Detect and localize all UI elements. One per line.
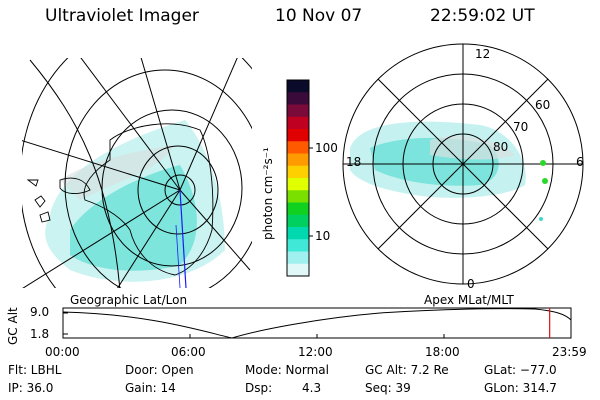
geo-meridian xyxy=(179,58,238,191)
altitude-x-tick: 23:59 xyxy=(552,345,587,359)
geo-meridian xyxy=(29,59,121,288)
colorbar-unit-label: photon cm⁻²s⁻¹ xyxy=(261,147,275,240)
dsp-label: Dsp: xyxy=(245,381,273,395)
colorbar-segment xyxy=(287,178,309,191)
polar-plot xyxy=(342,43,584,285)
geo-meridian xyxy=(22,140,181,191)
geo-lat-ring xyxy=(164,174,196,206)
altitude-x-tick: 06:00 xyxy=(171,345,206,359)
filter-status: Flt: LBHL xyxy=(8,363,62,377)
altitude-x-tick: 18:00 xyxy=(425,345,460,359)
altitude-y-tick: 1.8 xyxy=(30,327,50,341)
geo-lat-ring xyxy=(101,109,243,267)
altitude-x-tick: 00:00 xyxy=(45,345,80,359)
geo-coastline xyxy=(26,123,214,276)
colorbar-segment xyxy=(287,227,309,240)
polar-plot-label: Apex MLat/MLT xyxy=(424,293,514,307)
mode-status: Mode: Normal xyxy=(245,363,329,377)
ip-status: IP: 36.0 xyxy=(8,381,54,395)
altitude-y-tick: 9.0 xyxy=(30,305,50,319)
glon-status: GLon: 314.7 xyxy=(484,381,557,395)
altitude-plot xyxy=(62,307,572,339)
geographic-map xyxy=(22,58,252,288)
time-label: 22:59:02 UT xyxy=(430,6,535,26)
geo-cloud-region xyxy=(60,145,175,200)
colorbar-frame xyxy=(286,79,310,277)
polar-cloud-region xyxy=(430,135,515,160)
colorbar-segment xyxy=(287,214,309,228)
door-status: Door: Open xyxy=(125,363,194,377)
mlt-label: 12 xyxy=(475,47,491,61)
colorbar-segment xyxy=(287,116,309,130)
colorbar-tick-label: 100 xyxy=(315,141,338,155)
polar-point xyxy=(539,217,543,221)
geo-meridian xyxy=(140,58,181,191)
polar-point xyxy=(540,160,546,166)
geo-meridian xyxy=(22,189,181,288)
polar-point xyxy=(542,178,548,184)
colorbar-segment xyxy=(287,190,309,203)
colorbar-segment xyxy=(287,263,309,277)
geo-track xyxy=(175,224,181,288)
mlat-label: 70 xyxy=(513,120,529,134)
colorbar-segment xyxy=(287,251,309,265)
colorbar-segment xyxy=(287,104,309,118)
altitude-curve xyxy=(62,308,572,339)
gc-alt-status: GC Alt: 7.2 Re xyxy=(365,363,449,377)
mlat-label: 60 xyxy=(535,98,551,112)
geo-meridian xyxy=(117,189,181,288)
geo-meridian xyxy=(80,58,181,191)
colorbar-segment xyxy=(287,153,309,167)
mlt-label: 0 xyxy=(467,277,475,291)
altitude-x-tick: 12:00 xyxy=(298,345,333,359)
altitude-axis-label: GC Alt xyxy=(6,307,20,345)
glat-status: GLat: −77.0 xyxy=(484,363,557,377)
colorbar-tick-label: 10 xyxy=(315,229,331,243)
date-label: 10 Nov 07 xyxy=(275,6,363,26)
gain-status: Gain: 14 xyxy=(125,381,176,395)
colorbar-segment xyxy=(287,80,309,93)
mlat-label: 80 xyxy=(493,140,509,154)
instrument-title: Ultraviolet Imager xyxy=(45,6,199,26)
altitude-frame xyxy=(62,307,572,339)
colorbar-segment xyxy=(287,165,309,179)
mlt-label: 18 xyxy=(346,155,362,169)
colorbar xyxy=(287,80,309,277)
polar-meridian xyxy=(377,78,549,250)
mlt-label: 6 xyxy=(576,155,584,169)
geo-track xyxy=(179,189,187,288)
colorbar-segment xyxy=(287,141,309,154)
seq-status: Seq: 39 xyxy=(365,381,411,395)
geo-lat-ring xyxy=(137,145,219,235)
geo-lat-ring xyxy=(64,69,252,288)
colorbar-segment xyxy=(287,92,309,105)
colorbar-segment xyxy=(287,202,309,216)
colorbar-segment xyxy=(287,129,309,142)
dsp-value: 4.3 xyxy=(302,381,322,395)
colorbar-segment xyxy=(287,239,309,252)
geo-meridian xyxy=(179,189,251,271)
geo-map-label: Geographic Lat/Lon xyxy=(70,293,188,307)
